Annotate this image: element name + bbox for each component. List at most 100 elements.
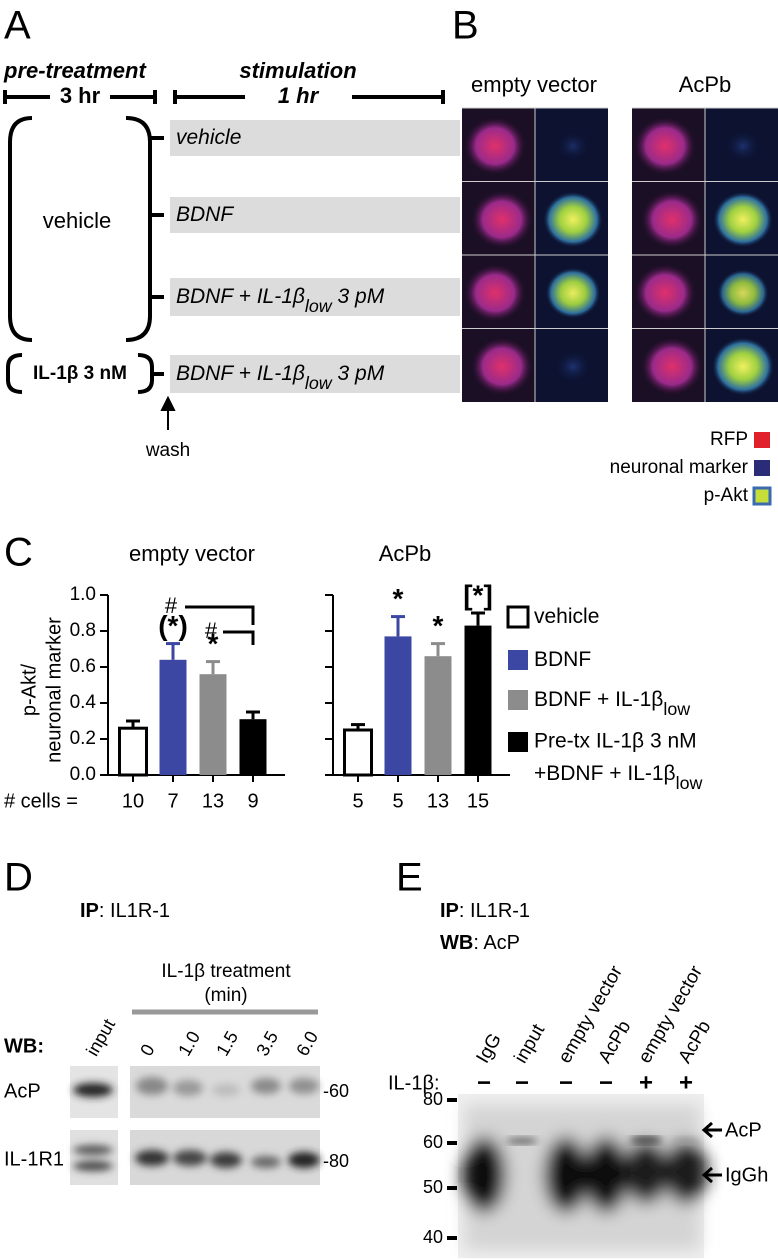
marker: -80	[323, 1151, 349, 1171]
legend-label: +BDNF + IL-1βlow	[534, 762, 703, 793]
cell-rfp	[640, 189, 704, 250]
column-title: empty vector	[471, 72, 597, 97]
text-part: BDNF + IL-1β	[176, 362, 305, 385]
treatment-label: IL-1β treatment	[161, 961, 291, 982]
ip: IP	[80, 900, 99, 922]
bar	[159, 659, 187, 775]
condition-box	[170, 120, 460, 393]
text-part: BDNF	[176, 203, 234, 226]
ip-target: : IL1R-1	[99, 900, 170, 922]
lane-label: AcPb	[674, 1017, 715, 1067]
blot	[70, 1066, 320, 1185]
text-part: 3 pM	[332, 285, 385, 308]
panel-e: IP: IL1R-1 WB: AcP IL-1β: AcP	[388, 900, 768, 1258]
bar	[199, 674, 227, 775]
marker: 60	[423, 1132, 443, 1152]
duration-bar	[3, 90, 445, 104]
lane-label: input	[82, 1016, 119, 1060]
bar	[384, 636, 412, 775]
panel-a: pre-treatment stimulation 3 hr 1 hr vehi…	[3, 58, 460, 461]
cell-count: 13	[202, 790, 224, 812]
cell-rfp	[640, 336, 704, 397]
legend-swatch	[508, 690, 528, 710]
cell-rfp	[470, 189, 534, 250]
condition-label: vehicle	[176, 126, 241, 149]
marker: 80	[423, 1089, 443, 1109]
legend-label: p-Akt	[704, 485, 749, 506]
legend-swatch	[506, 605, 530, 629]
lane-label: IgG	[472, 1030, 505, 1067]
y-tick-label: 0.2	[70, 728, 96, 749]
lane-label: 6.0	[292, 1028, 322, 1060]
cell-count: 5	[352, 790, 363, 812]
panel-label: E	[396, 856, 423, 900]
y-tick-label: 0.0	[70, 764, 96, 785]
cell-akt	[723, 128, 763, 164]
condition-label: BDNF + IL-1βlow 3 pM	[176, 285, 385, 316]
row-label: AcP	[4, 1080, 41, 1102]
lane-label: 1.5	[212, 1028, 242, 1060]
cell-count: 15	[467, 790, 489, 812]
cell-akt	[555, 130, 591, 162]
marker-tick	[447, 1098, 457, 1240]
comparison-bracket	[185, 605, 255, 625]
group-label: IL-1β 3 nM	[33, 363, 127, 384]
legend-swatch	[508, 732, 528, 752]
y-tick-label: 0.4	[70, 692, 97, 713]
significance: *	[433, 610, 444, 641]
subscript: low	[305, 296, 333, 316]
significance: *	[208, 628, 219, 659]
bar	[424, 656, 452, 775]
bar	[239, 719, 267, 775]
treatment-label: IL-1β:	[388, 1072, 440, 1094]
text-part: vehicle	[534, 605, 599, 628]
lane-label: 3.5	[252, 1028, 282, 1060]
legend-swatch	[754, 460, 770, 476]
blot	[458, 1094, 708, 1258]
legend-label: RFP	[710, 429, 748, 450]
panel-c: p-Akt/ neuronal marker # cells = empty v…	[4, 541, 703, 812]
row-label: IL-1R1	[4, 1148, 64, 1170]
cell-rfp	[633, 116, 697, 176]
text-part: BDNF	[534, 648, 591, 671]
significance: *	[393, 583, 404, 614]
lane-label: 1.0	[174, 1028, 204, 1060]
duration: 3 hr	[60, 83, 101, 108]
lane-label: input	[510, 1020, 549, 1067]
panel-label: B	[452, 4, 479, 48]
lane-label: AcPb	[594, 1017, 635, 1067]
ip-label: IP: IL1R-1	[80, 900, 170, 922]
cell-rfp	[463, 263, 527, 323]
header: stimulation	[239, 58, 356, 83]
panel-label: A	[4, 4, 31, 48]
wb-label: WB: AcP	[440, 932, 520, 954]
cell-count: 7	[167, 790, 178, 812]
cell-count: 13	[427, 790, 449, 812]
subscript: low	[663, 699, 690, 719]
bar	[343, 728, 373, 777]
treatment-sign: −	[477, 1069, 491, 1096]
wash-label: wash	[145, 440, 190, 461]
treatment-sign: −	[559, 1069, 573, 1096]
subscript: low	[676, 773, 703, 793]
cell-count: 5	[392, 790, 403, 812]
text-part: vehicle	[176, 126, 241, 149]
panel-label: D	[4, 856, 33, 900]
treatment-sign: −	[599, 1069, 613, 1096]
cell-akt	[545, 267, 601, 319]
ip-target: : IL1R-1	[459, 900, 530, 922]
cell-count: 10	[122, 790, 144, 812]
y-tick-label: 0.8	[70, 620, 96, 641]
ip: IP	[440, 900, 459, 922]
chart-title: AcPb	[379, 541, 432, 566]
text-part: +BDNF + IL-1β	[534, 762, 676, 785]
condition-label: BDNF + IL-1βlow 3 pM	[176, 362, 385, 393]
bar	[118, 726, 148, 777]
group-label: vehicle	[43, 208, 111, 233]
comparison-bracket	[223, 630, 255, 645]
arrow	[160, 395, 176, 430]
treatment-sign: +	[679, 1069, 693, 1096]
cell-count: 9	[247, 790, 258, 812]
marker: -60	[323, 1081, 349, 1101]
duration: 1 hr	[278, 83, 320, 108]
